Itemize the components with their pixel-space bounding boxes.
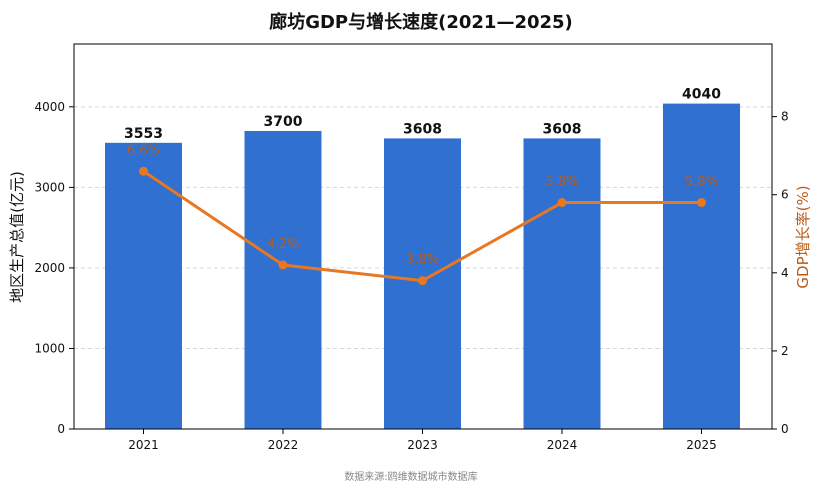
y-right-tick-label: 6 [781,188,789,202]
growth-point [278,260,288,270]
growth-label: 5.8% [685,175,718,190]
growth-label: 6.6% [127,143,160,158]
x-tick-label: 2024 [547,438,578,452]
bar-value-label: 3608 [403,121,442,137]
y-axis-right: 0 2 4 6 8 [772,110,789,436]
growth-label: 4.2% [266,237,299,252]
x-tick-label: 2022 [268,438,299,452]
growth-point [557,198,567,208]
y-right-tick-label: 0 [781,422,789,436]
bar [244,130,322,430]
growth-point [139,166,148,176]
y-left-tick-label: 0 [57,422,65,436]
growth-label: 3.8% [406,253,439,268]
y-axis-right-label: GDP增长率(%) [794,185,812,288]
y-left-tick-label: 3000 [34,180,65,194]
bar-value-label: 3553 [124,126,163,142]
y-right-tick-label: 4 [781,266,789,280]
bar-series [105,103,740,430]
line-series [139,166,706,286]
bar [663,103,740,429]
x-axis: 2021 2022 2023 2024 2025 [128,429,717,452]
y-left-tick-label: 1000 [34,341,65,355]
x-tick-label: 2021 [128,438,159,452]
y-axis-left-label: 地区生产总值(亿元) [8,171,26,303]
bar [105,142,182,430]
y-left-tick-label: 4000 [34,100,65,114]
y-right-tick-label: 8 [781,110,789,124]
y-left-tick-label: 2000 [34,261,65,275]
grid-lines [74,106,772,349]
growth-point [697,198,706,208]
bar [523,138,601,429]
bar-value-label: 4040 [682,87,721,103]
data-labels: 3553 3700 3608 3608 4040 6.6% 4.2% 3.8% 5.8% 5.8% [124,87,721,268]
x-tick-label: 2025 [686,438,717,452]
source-note: 数据来源:鸥维数据城市数据库 [344,470,477,483]
y-right-tick-label: 2 [781,344,789,358]
chart-title: 廊坊GDP与增长速度(2021—2025) [269,11,573,33]
bar-value-label: 3700 [264,114,303,130]
growth-label: 5.8% [545,175,578,190]
growth-point [418,276,427,286]
x-tick-label: 2023 [407,438,438,452]
bar-value-label: 3608 [543,121,582,137]
y-axis-left: 0 1000 2000 3000 4000 [34,100,74,436]
